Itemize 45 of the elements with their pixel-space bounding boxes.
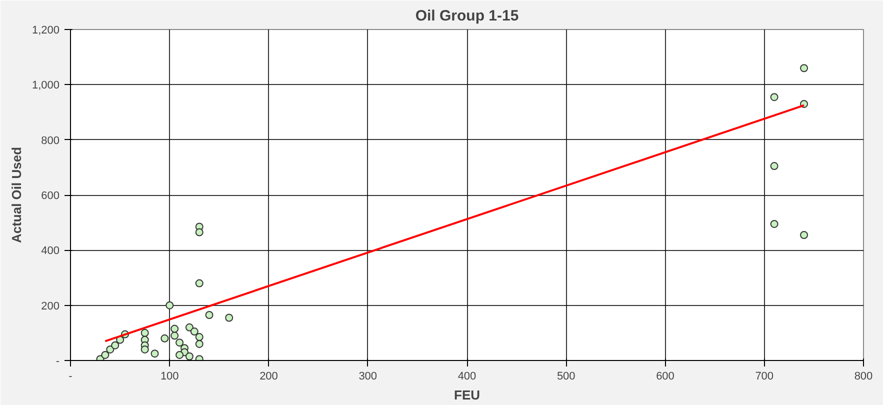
- x-tick-label: 600: [656, 370, 674, 382]
- point: [800, 64, 808, 72]
- point: [800, 231, 808, 239]
- y-tick-label: 200: [41, 300, 60, 312]
- point: [176, 338, 184, 347]
- point: [770, 93, 778, 102]
- point: [170, 332, 179, 340]
- chart-title: Oil Group 1-15: [415, 8, 519, 24]
- point: [195, 228, 204, 236]
- x-tick-label: 700: [755, 370, 774, 382]
- y-axis-title: Actual Oil Used: [8, 146, 24, 244]
- y-tick-label: 1,000: [32, 80, 60, 92]
- point: [106, 345, 114, 354]
- x-tick-label: 100: [160, 370, 179, 382]
- y-tick-label: 1,200: [32, 24, 60, 36]
- y-tick-label: 600: [41, 190, 60, 202]
- point: [170, 324, 179, 333]
- point: [185, 352, 194, 360]
- x-tick-label: 800: [854, 370, 873, 382]
- x-tick-label: -: [68, 370, 73, 382]
- point: [166, 301, 174, 310]
- point: [195, 333, 204, 342]
- point: [195, 340, 204, 348]
- point: [140, 328, 149, 337]
- point: [140, 345, 149, 354]
- point: [185, 323, 194, 332]
- x-tick-label: 200: [260, 370, 278, 382]
- point: [770, 220, 778, 228]
- point: [225, 314, 234, 322]
- point: [195, 279, 204, 288]
- y-tick-label: -: [56, 356, 60, 368]
- point: [101, 350, 110, 359]
- x-tick-label: 400: [458, 370, 476, 382]
- y-tick-label: 800: [41, 134, 60, 147]
- point: [160, 334, 169, 342]
- x-tick-label: 300: [358, 370, 378, 382]
- y-tick-label: 400: [41, 245, 60, 258]
- point: [190, 328, 198, 336]
- point: [111, 341, 120, 350]
- x-tick-label: 500: [556, 370, 576, 382]
- point: [176, 350, 184, 359]
- point: [770, 162, 778, 170]
- point: [205, 310, 214, 319]
- x-axis-title: FEU: [454, 388, 480, 402]
- point: [150, 350, 159, 358]
